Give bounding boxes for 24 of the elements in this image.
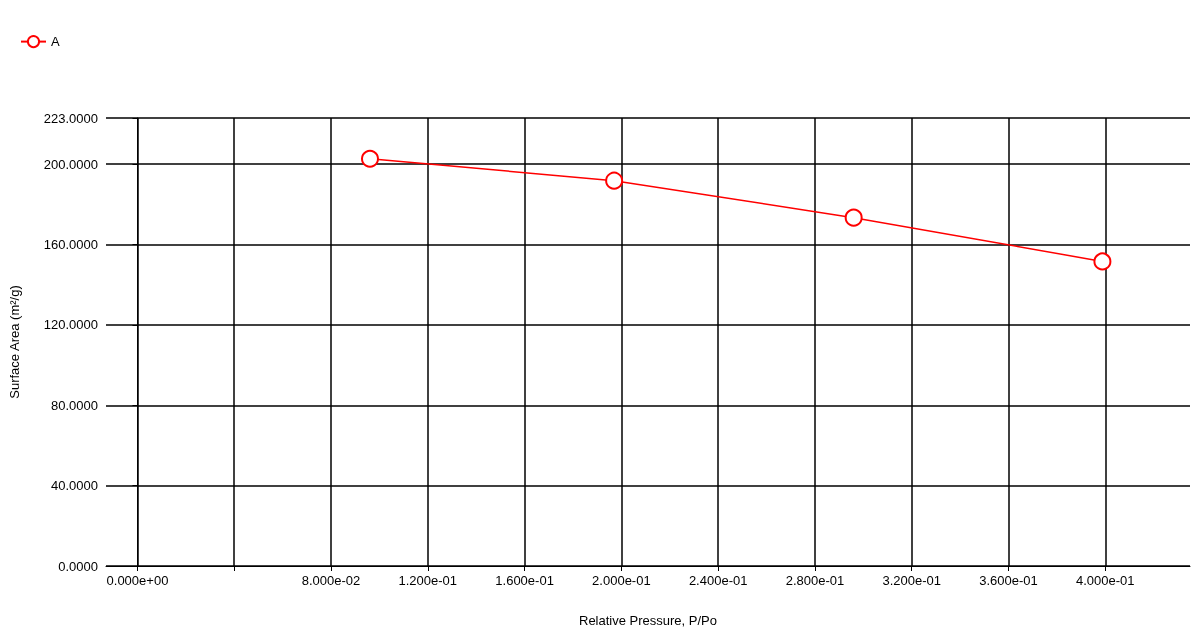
- point: [605, 171, 624, 190]
- x-tick-label: 1.600e-01: [495, 573, 554, 588]
- point: [1093, 252, 1112, 271]
- point: [361, 149, 379, 168]
- x-axis-title: Relative Pressure, P/Po: [578, 613, 718, 628]
- y-tick-label: 200.0000: [43, 156, 98, 172]
- x-tick-label: 3.600e-01: [979, 573, 1038, 588]
- y-tick-label: 0.0000: [58, 558, 98, 574]
- y-tick-label: 223.0000: [43, 110, 98, 126]
- x-tick-label: 3.200e-01: [882, 573, 942, 588]
- x-tick-label: 1.200e-01: [398, 573, 458, 588]
- x-tick-label: 2.400e-01: [688, 573, 748, 588]
- point: [844, 208, 863, 227]
- y-axis-title: Surface Area (m²/g): [7, 285, 22, 399]
- x-tick-label: 8.000e-02: [301, 573, 361, 588]
- x-tick-label: 2.000e-01: [592, 573, 651, 588]
- x-tick-label: 4.000e-01: [1076, 573, 1135, 588]
- x-tick-label: 2.800e-01: [785, 573, 845, 588]
- legend-label: A: [51, 34, 60, 50]
- y-tick-label: 80.0000: [51, 397, 98, 413]
- x-tick-label: 0.000e+00: [106, 573, 169, 588]
- y-tick-label: 120.0000: [43, 317, 98, 333]
- y-tick-label: 40.0000: [51, 478, 98, 494]
- y-tick-label: 160.0000: [43, 237, 98, 253]
